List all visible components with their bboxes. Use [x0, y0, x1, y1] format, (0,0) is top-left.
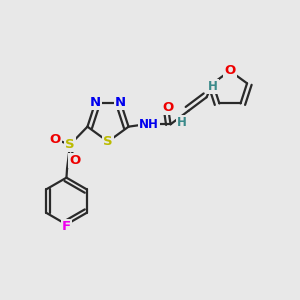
Text: O: O [69, 154, 80, 167]
Text: O: O [50, 133, 61, 146]
Text: S: S [65, 138, 75, 151]
Text: S: S [103, 135, 113, 148]
Text: H: H [208, 80, 218, 93]
Text: H: H [177, 116, 187, 129]
Text: NH: NH [139, 118, 159, 131]
Text: N: N [115, 96, 126, 109]
Text: O: O [224, 64, 236, 77]
Text: N: N [90, 96, 101, 109]
Text: O: O [163, 101, 174, 114]
Text: F: F [62, 220, 71, 233]
